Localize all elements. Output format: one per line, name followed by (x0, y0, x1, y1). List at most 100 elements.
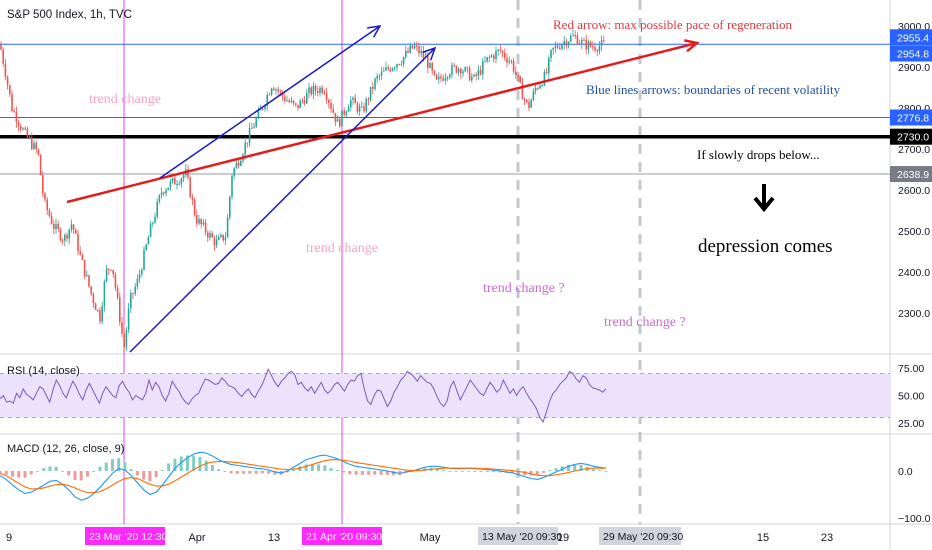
macd-histogram-bar (17, 471, 21, 478)
candle-body (233, 168, 235, 176)
macd-histogram-bar (148, 471, 152, 482)
candle-body (455, 65, 458, 73)
price-tag (890, 166, 932, 183)
candle-body (598, 45, 601, 52)
macd-histogram-bar (48, 466, 52, 471)
candle-body (112, 269, 114, 275)
candle-body (193, 199, 196, 215)
candle-body (468, 68, 471, 81)
candle-body (138, 274, 141, 279)
candle-body (50, 216, 53, 225)
macd-histogram-bar (54, 466, 58, 471)
blue-arrow-upper (159, 25, 381, 179)
candle-body (369, 86, 372, 100)
candle-body (220, 234, 222, 237)
candle-body (154, 216, 156, 223)
candle-body (576, 35, 579, 45)
candle-body (11, 94, 13, 112)
macd-histogram-bar (92, 471, 96, 472)
candle-body (391, 68, 394, 71)
candle-body (171, 178, 174, 182)
macd-histogram-bar (485, 471, 489, 472)
candle-body (310, 87, 312, 95)
candle-body (512, 60, 515, 72)
candle-body (299, 100, 301, 109)
candle-body (176, 184, 178, 186)
candle-body (526, 99, 528, 102)
candle-body (66, 234, 68, 239)
candle-body (574, 35, 576, 37)
candle-body (64, 234, 66, 241)
candle-body (343, 110, 345, 115)
candle-body (431, 63, 433, 71)
candle-body (552, 47, 554, 50)
candle-body (479, 69, 482, 75)
candle-body (490, 55, 493, 57)
macd-histogram-bar (79, 471, 83, 481)
candle-body (389, 68, 392, 71)
macd-histogram-bar (579, 464, 583, 471)
candle-body (356, 103, 359, 112)
candle-body (152, 222, 154, 224)
price-tag-label: 2730.0 (897, 132, 929, 144)
candle-body (336, 119, 339, 122)
candle-body (383, 70, 385, 72)
candle-body (79, 251, 81, 255)
candle-body (312, 85, 315, 95)
candle-body (345, 111, 348, 115)
candle-body (433, 70, 436, 75)
candle-body (145, 244, 147, 250)
candle-body (589, 41, 592, 47)
price-tick-label: 2600.0 (898, 185, 930, 197)
candle-body (61, 240, 64, 242)
candle-body (132, 293, 134, 295)
candle-body (6, 76, 9, 85)
price-axis[interactable]: 3000.02900.02800.02700.02600.02500.02400… (890, 21, 932, 320)
candle-body (411, 45, 414, 49)
candle-body (277, 89, 279, 92)
candle-body (314, 85, 317, 91)
annotation-trend-change-2: trend change (306, 241, 378, 256)
candle-body (211, 233, 213, 238)
price-tag (890, 128, 932, 145)
annotation-trend-change-3: trend change ? (483, 281, 565, 296)
candle-body (330, 103, 332, 109)
candle-body (198, 219, 200, 224)
candle-body (119, 297, 121, 323)
candle-body (567, 41, 570, 46)
candle-body (290, 100, 293, 103)
macd-histogram-bar (248, 471, 252, 474)
candle-body (103, 281, 106, 307)
candle-body (158, 195, 161, 202)
price-tag-label: 2638.9 (897, 169, 929, 181)
candle-body (229, 196, 231, 218)
candle-body (255, 118, 257, 127)
candle-body (182, 175, 185, 179)
candle-body (380, 71, 383, 76)
candle-body (594, 47, 596, 51)
candle-body (341, 110, 343, 127)
candle-body (169, 181, 172, 188)
time-marker-tag (85, 527, 165, 545)
candle-body (143, 249, 145, 270)
candle-body (72, 224, 75, 230)
macd-histogram-bar (217, 469, 221, 471)
time-tick-label: Apr (188, 532, 205, 544)
candle-body (70, 224, 73, 230)
candle-body (215, 239, 218, 246)
macd-histogram-bar (98, 466, 102, 471)
price-tag (890, 45, 932, 62)
candle-body (174, 178, 176, 185)
candle-body (361, 106, 363, 108)
time-axis[interactable]: 9 Apr 13 May 19 15 23 23 Mar '20 12:30 21 Apr '2… (6, 527, 833, 545)
macd-histogram-bar (29, 471, 33, 475)
macd-histogram-bar (179, 456, 183, 471)
candle-body (160, 192, 163, 196)
macd-histogram-bar (379, 471, 383, 475)
candle-body (88, 275, 90, 287)
candle-body (125, 329, 128, 347)
macd-histogram-bar (567, 464, 571, 471)
macd-label: MACD (12, 26, close, 9) (7, 443, 124, 455)
